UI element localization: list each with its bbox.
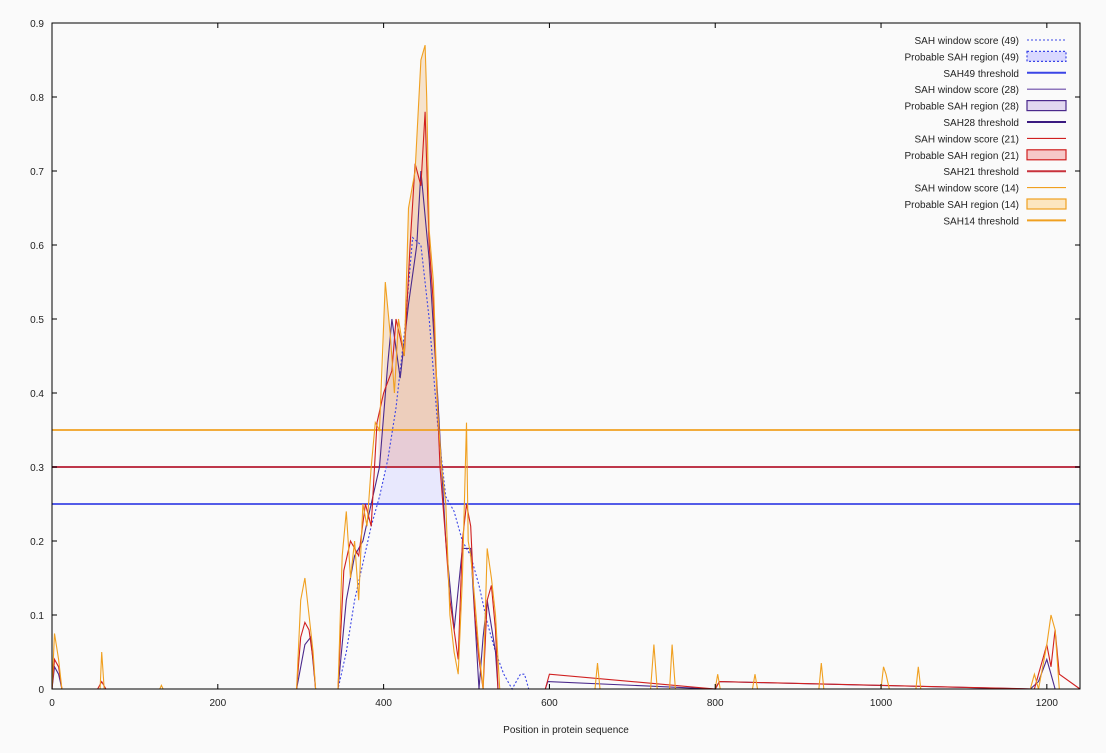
series-line-0 <box>52 236 1080 691</box>
y-tick-label-3: 0.3 <box>30 463 44 474</box>
legend-label-9: SAH window score (14) <box>915 184 1019 195</box>
legend-swatch-4 <box>1026 99 1067 112</box>
legend-label-3: SAH window score (28) <box>915 85 1019 96</box>
y-tick-label-1: 0.1 <box>30 611 44 622</box>
y-tick-label-8: 0.8 <box>30 93 44 104</box>
y-tick-label-2: 0.2 <box>30 537 44 548</box>
legend-label-6: SAH window score (21) <box>915 134 1019 145</box>
x-axis-ticks: 0 200 400 600 800 1000 1200 <box>49 23 1058 709</box>
y-tick-label-5: 0.5 <box>30 315 44 326</box>
y-axis-ticks: 0 0.1 0.2 0.3 0.4 0.5 0.6 0.7 0.8 0.9 <box>30 19 1080 696</box>
plot-frame <box>51 22 1081 690</box>
legend-label-0: SAH window score (49) <box>915 36 1019 47</box>
legend-label-10: Probable SAH region (14) <box>904 200 1019 211</box>
x-tick-label-4: 800 <box>707 698 724 709</box>
y-tick-label-4: 0.4 <box>30 389 44 400</box>
legend-label-4: Probable SAH region (28) <box>904 102 1019 113</box>
x-tick-label-1: 200 <box>209 698 226 709</box>
legend: SAH window score (49) Probable SAH region… <box>904 36 1067 227</box>
y-tick-label-9: 0.9 <box>30 19 44 30</box>
legend-label-2: SAH49 threshold <box>943 69 1019 80</box>
legend-swatch-1 <box>1026 50 1067 63</box>
x-tick-label-6: 1200 <box>1036 698 1059 709</box>
series-line-2 <box>51 111 1081 690</box>
y-tick-label-6: 0.6 <box>30 241 44 252</box>
y-tick-label-7: 0.7 <box>30 167 44 178</box>
y-tick-label-0: 0 <box>38 685 44 696</box>
legend-label-1: Probable SAH region (49) <box>904 52 1019 63</box>
legend-label-7: Probable SAH region (21) <box>904 151 1019 162</box>
x-tick-label-5: 1000 <box>870 698 893 709</box>
x-tick-label-2: 400 <box>375 698 392 709</box>
legend-label-8: SAH21 threshold <box>943 167 1019 178</box>
x-tick-label-0: 0 <box>49 698 55 709</box>
threshold-lines <box>52 429 1080 505</box>
sah-regions <box>373 46 450 504</box>
legend-swatch-10 <box>1026 198 1067 210</box>
x-tick-label-3: 600 <box>541 698 558 709</box>
legend-label-5: SAH28 threshold <box>943 118 1019 129</box>
x-axis-label: Position in protein sequence <box>503 725 629 736</box>
legend-label-11: SAH14 threshold <box>943 216 1019 227</box>
legend-swatch-7 <box>1026 149 1067 161</box>
